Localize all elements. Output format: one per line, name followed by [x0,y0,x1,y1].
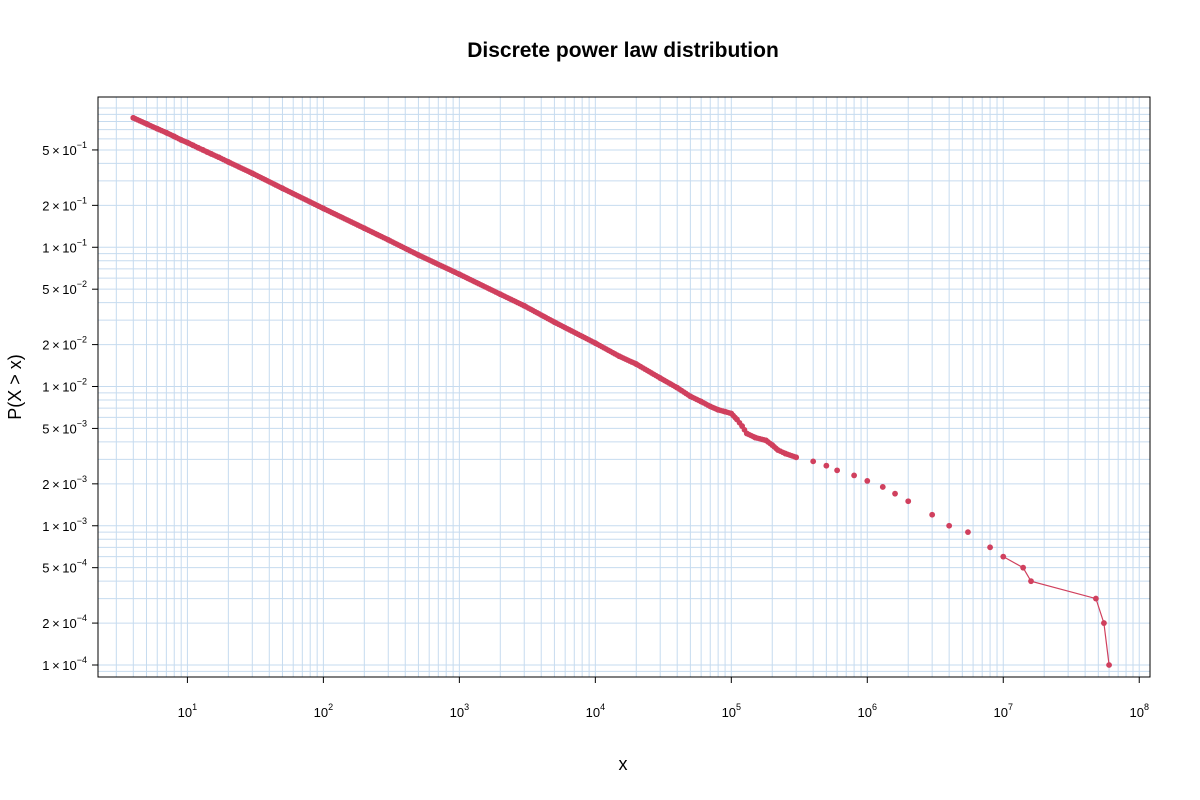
data-point [834,467,841,474]
data-point [739,423,745,429]
data-point [195,144,202,151]
x-axis-label: x [619,754,628,774]
data-point [698,398,705,405]
tail-line [1003,556,1110,666]
y-tick-label: 5 × 10−4 [42,558,87,576]
y-tick-label: 2 × 10−4 [42,613,87,631]
data-point [1106,662,1112,668]
data-point [763,437,769,444]
y-tick-label: 1 × 10−4 [42,655,87,673]
data-point [752,434,759,441]
data-point [774,447,781,453]
y-tick-label: 1 × 10−1 [42,237,87,255]
data-point [879,484,886,490]
y-tick-label: 5 × 10−3 [42,418,87,436]
data-point [687,393,694,400]
data-point [178,137,185,143]
data-point [592,340,599,347]
data-point [1101,620,1107,626]
x-axis: 101 102 103 104 105 106 107 108 [178,677,1149,720]
data-point [616,353,623,360]
data-point [1020,564,1027,571]
data-point [864,477,871,484]
data-point [279,185,286,192]
data-point [249,170,256,177]
data-point [707,403,714,410]
data-point [171,133,178,140]
data-point [722,408,728,415]
data-point [965,529,971,536]
x-tick-label: 102 [314,702,333,720]
data-point [551,319,558,326]
data-point [320,205,327,212]
data-point [385,236,392,243]
data-point [215,154,222,161]
x-tick-label: 101 [178,702,197,720]
y-tick-label: 2 × 10−2 [42,335,87,353]
data-point [851,472,858,479]
data-point [1028,578,1034,585]
data-point [674,384,681,391]
data-point [728,410,735,417]
y-tick-label: 2 × 10−3 [42,474,87,492]
data-point [987,544,993,551]
data-point [905,498,912,505]
y-tick-label: 2 × 10−1 [42,195,87,213]
data-point [225,159,232,165]
data-point [734,416,740,423]
data-series [130,114,1112,668]
x-tick-label: 105 [722,702,741,720]
x-tick-label: 104 [586,702,605,720]
data-point [793,454,800,461]
data-point [208,151,215,157]
data-point [715,406,722,413]
data-point [143,120,150,127]
data-point [946,522,953,529]
data-point [497,291,504,298]
data-point [810,458,817,465]
data-point [1000,553,1007,560]
data-point [782,450,789,457]
data-point [154,125,161,132]
grid [98,97,1150,677]
data-point [415,252,422,258]
y-tick-label: 5 × 10−2 [42,279,87,297]
data-point [361,225,368,232]
data-point [657,375,664,381]
y-axis: 5 × 10−1 2 × 10−1 1 × 10−1 5 × 10−2 2 × 10−2… [42,140,98,673]
data-point [743,430,750,437]
data-point [892,490,898,497]
data-point [769,442,776,448]
data-point [190,142,196,149]
data-point [200,147,206,153]
data-point [929,511,936,518]
chart-title: Discrete power law distribution [467,39,779,62]
y-tick-label: 1 × 10−2 [42,377,87,395]
y-axis-label: P(X > x) [5,354,25,420]
data-point [1092,595,1099,602]
data-point [823,462,830,469]
y-tick-label: 5 × 10−1 [42,140,87,158]
data-point [163,129,170,136]
y-tick-label: 1 × 10−3 [42,516,87,534]
data-point [456,271,463,278]
x-tick-label: 103 [450,702,469,720]
data-point [130,114,137,121]
data-point [184,139,191,146]
x-tick-label: 108 [1129,702,1148,720]
data-point [521,302,528,309]
x-tick-label: 107 [994,702,1013,720]
x-tick-label: 106 [858,702,877,720]
data-point [633,361,640,367]
